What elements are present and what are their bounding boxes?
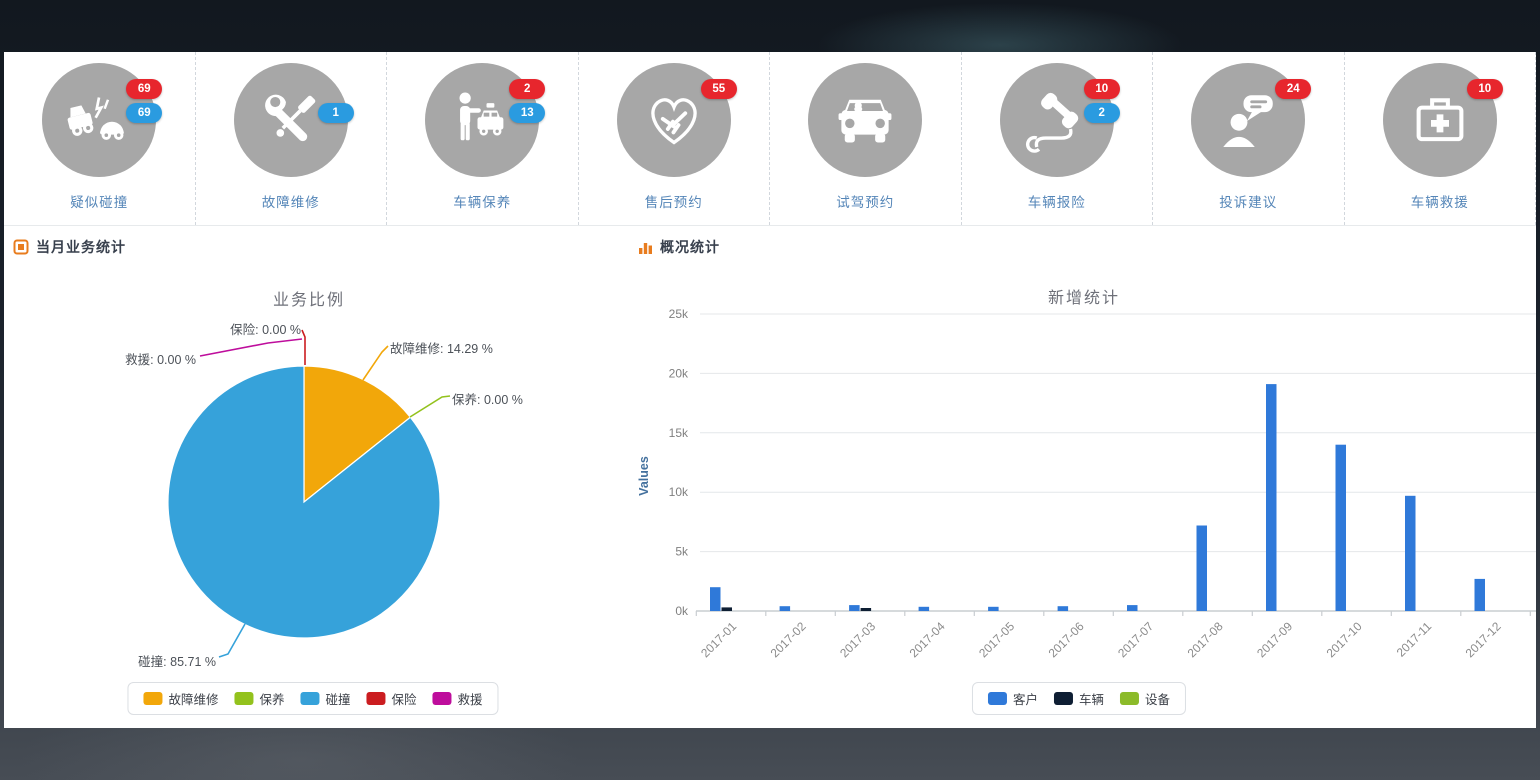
legend-item-maintenance[interactable]: 保养	[234, 689, 284, 708]
service-vehicle-maintenance[interactable]: 2 13 车辆保养	[387, 52, 579, 225]
pie-label-maintenance: 保养: 0.00 %	[452, 393, 523, 407]
service-label: 车辆报险	[1027, 195, 1086, 210]
svg-text:2017-03: 2017-03	[837, 619, 878, 660]
svg-text:0k: 0k	[675, 604, 689, 618]
section-title: 概况统计	[660, 239, 720, 255]
blue-badge: 69	[126, 103, 163, 123]
svg-text:2017-08: 2017-08	[1185, 619, 1226, 660]
bar-plot[interactable]: 0k 5k 10k 15k 20k 25k 2017-01 2017-02 2017-03 201…	[622, 226, 1536, 729]
blue-badge: 2	[1083, 103, 1120, 123]
svg-text:2017-11: 2017-11	[1394, 619, 1435, 660]
red-badge: 2	[509, 79, 546, 99]
pie-label-rescue: 救援: 0.00 %	[125, 353, 196, 367]
section-header-monthly: 当月业务统计	[13, 237, 126, 257]
red-badge: 55	[700, 79, 737, 99]
legend-item-insurance[interactable]: 保险	[366, 689, 417, 708]
legend-swatch	[234, 692, 254, 705]
legend-label: 救援	[457, 693, 483, 707]
section-header-overview: 概况统计	[638, 237, 720, 257]
svg-text:10k: 10k	[669, 485, 689, 499]
legend-item-devices[interactable]: 设备	[1120, 689, 1170, 708]
svg-text:2017-01: 2017-01	[698, 619, 739, 660]
section-title: 当月业务统计	[36, 239, 126, 255]
bar-legend: 客户 车辆 设备	[971, 682, 1187, 715]
service-shortcut-row: 69 69 疑似碰撞 1 故障维修	[4, 52, 1536, 225]
pie-plot[interactable]	[4, 226, 622, 729]
dashboard-panel: 69 69 疑似碰撞 1 故障维修	[4, 52, 1536, 728]
overview-stats-panel: 概况统计 新增统计 0k 5k 10k 15k 20k 25k 2017-01 2017-02…	[622, 226, 1536, 729]
car-front-icon	[808, 63, 923, 177]
red-badge: 10	[1083, 79, 1120, 99]
pie-label-insurance: 保险: 0.00 %	[230, 323, 301, 337]
pie-legend: 故障维修 保养 碰撞 保险 救援	[127, 682, 499, 715]
legend-item-fault-repair[interactable]: 故障维修	[143, 689, 218, 708]
red-badge: 69	[126, 79, 163, 99]
legend-label: 碰撞	[325, 693, 351, 707]
legend-label: 保养	[259, 693, 285, 707]
service-label: 车辆保养	[453, 195, 512, 210]
service-label: 投诉建议	[1219, 195, 1278, 210]
legend-label: 客户	[1012, 693, 1038, 707]
red-badge: 24	[1275, 79, 1312, 99]
svg-text:2017-07: 2017-07	[1115, 619, 1156, 660]
legend-swatch	[300, 692, 320, 705]
svg-text:2017-02: 2017-02	[768, 619, 809, 660]
legend-label: 故障维修	[168, 693, 219, 707]
svg-text:2017-05: 2017-05	[976, 619, 1017, 660]
service-complaints-suggestions[interactable]: 24 投诉建议	[1153, 52, 1345, 225]
service-label: 疑似碰撞	[70, 195, 129, 210]
svg-text:2017-10: 2017-10	[1324, 619, 1365, 660]
red-badge: 10	[1466, 79, 1503, 99]
legend-item-rescue[interactable]: 救援	[432, 689, 483, 708]
legend-item-vehicles[interactable]: 车辆	[1053, 689, 1105, 708]
service-insurance-claim[interactable]: 10 2 车辆报险	[962, 52, 1153, 225]
blue-badge: 13	[509, 103, 546, 123]
pie-label-collision: 碰撞: 85.71 %	[138, 655, 216, 669]
legend-item-collision[interactable]: 碰撞	[300, 689, 351, 708]
blue-badge: 1	[317, 103, 354, 123]
svg-text:2017-09: 2017-09	[1254, 619, 1295, 660]
legend-swatch	[143, 692, 163, 705]
svg-text:5k: 5k	[675, 545, 689, 559]
svg-text:20k: 20k	[669, 366, 689, 380]
service-label: 试驾预约	[836, 195, 895, 210]
svg-text:2017-06: 2017-06	[1046, 619, 1087, 660]
pie-chart: 故障维修: 14.29 % 保养: 0.00 % 碰撞: 85.71 % 保险:…	[4, 226, 622, 729]
service-label: 故障维修	[261, 195, 320, 210]
pie-chart-title: 业务比例	[272, 292, 345, 309]
legend-item-customers[interactable]: 客户	[987, 689, 1038, 708]
legend-swatch	[432, 692, 452, 705]
legend-swatch	[1053, 692, 1073, 705]
legend-swatch	[1120, 692, 1140, 705]
bar-chart-title: 新增统计	[1047, 290, 1120, 307]
legend-label: 车辆	[1078, 693, 1105, 707]
legend-swatch	[366, 692, 386, 705]
charts-area: 当月业务统计 业务比例 故障维修: 14.29 % 保养: 0.00 % 碰撞:…	[4, 225, 1536, 729]
service-vehicle-rescue[interactable]: 10 车辆救援	[1345, 52, 1536, 225]
monthly-business-panel: 当月业务统计 业务比例 故障维修: 14.29 % 保养: 0.00 % 碰撞:…	[4, 226, 622, 729]
svg-text:Values: Values	[637, 456, 651, 496]
service-label: 售后预约	[644, 195, 703, 210]
service-testdrive-appointment[interactable]: 试驾预约	[770, 52, 962, 225]
svg-text:2017-12: 2017-12	[1463, 619, 1504, 660]
legend-label: 设备	[1145, 693, 1171, 707]
service-suspected-collision[interactable]: 69 69 疑似碰撞	[4, 52, 196, 225]
svg-text:15k: 15k	[669, 426, 689, 440]
bar-chart: 0k 5k 10k 15k 20k 25k 2017-01 2017-02 2017-03 201…	[622, 226, 1536, 729]
legend-label: 保险	[391, 693, 417, 707]
pie-label-fault-repair: 故障维修: 14.29 %	[390, 342, 493, 356]
service-fault-repair[interactable]: 1 故障维修	[196, 52, 387, 225]
service-label: 车辆救援	[1410, 195, 1469, 210]
bar-chart-icon	[639, 242, 652, 254]
svg-text:25k: 25k	[669, 307, 689, 321]
legend-swatch	[987, 692, 1007, 705]
svg-text:2017-04: 2017-04	[907, 619, 948, 660]
calendar-icon	[13, 239, 29, 255]
service-aftersales-appointment[interactable]: 55 售后预约	[579, 52, 770, 225]
